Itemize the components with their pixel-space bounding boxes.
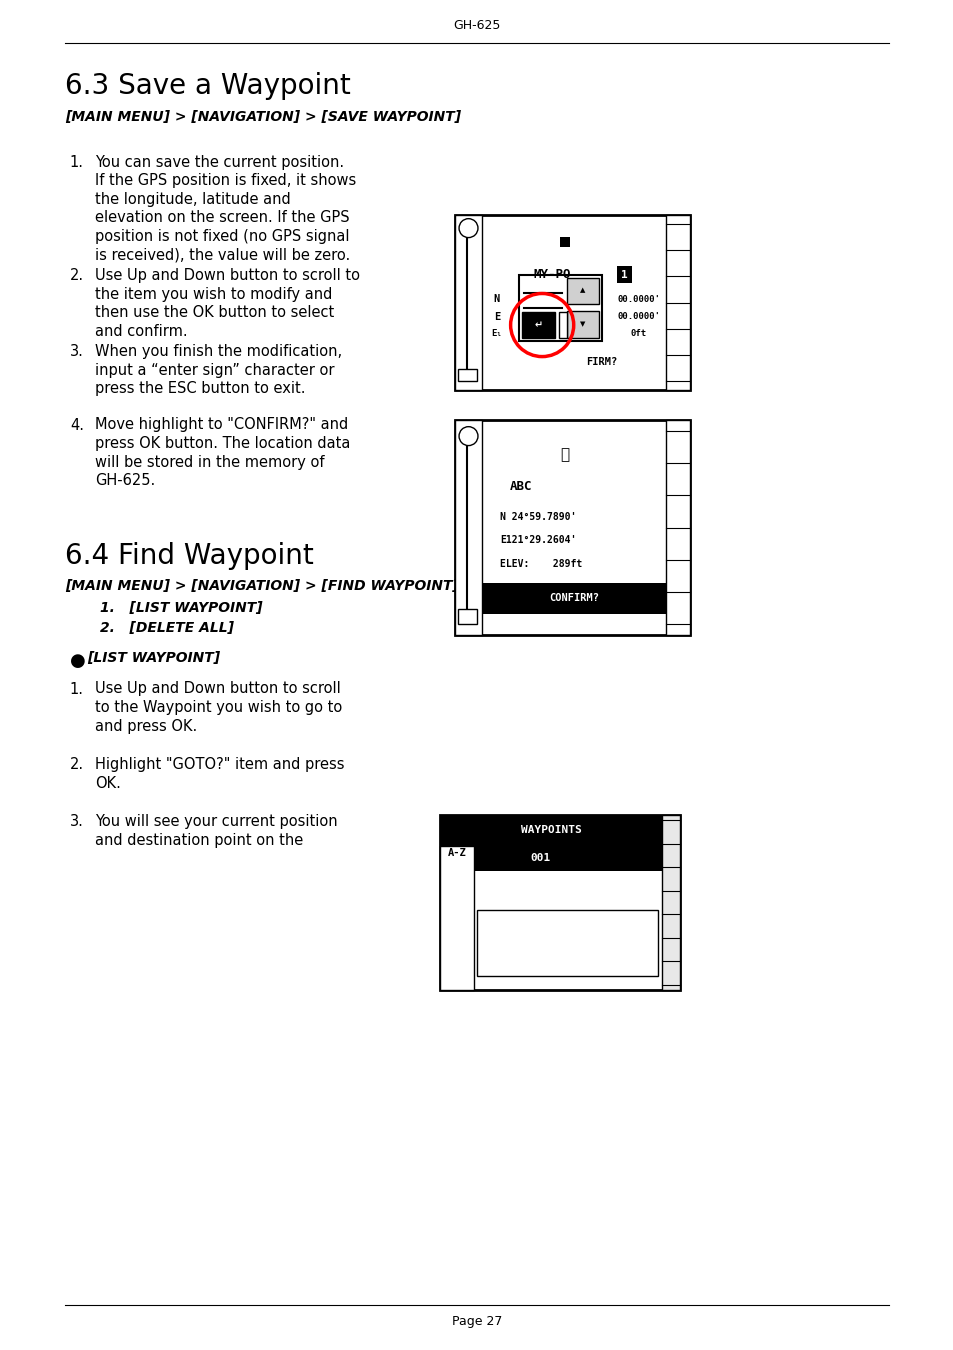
Bar xyxy=(457,369,476,381)
Bar xyxy=(476,910,658,976)
Text: 1.   [LIST WAYPOINT]: 1. [LIST WAYPOINT] xyxy=(100,602,262,616)
Text: 3.: 3. xyxy=(70,344,84,359)
Bar xyxy=(439,845,473,990)
Text: and confirm.: and confirm. xyxy=(94,324,188,339)
Bar xyxy=(558,312,566,338)
Text: to the Waypoint you wish to go to: to the Waypoint you wish to go to xyxy=(94,701,342,716)
Text: GH-625: GH-625 xyxy=(453,19,500,32)
Bar xyxy=(666,420,689,634)
Text: ▲: ▲ xyxy=(579,288,585,293)
Text: You will see your current position: You will see your current position xyxy=(94,814,337,829)
Text: 2.: 2. xyxy=(70,757,84,772)
Text: When you finish the modification,: When you finish the modification, xyxy=(94,344,341,359)
Bar xyxy=(666,215,689,390)
Bar xyxy=(473,845,661,871)
Text: CONFIRM?: CONFIRM? xyxy=(549,594,598,603)
Text: then use the OK button to select: then use the OK button to select xyxy=(94,305,334,320)
Text: 2.: 2. xyxy=(70,269,84,284)
Text: and press OK.: and press OK. xyxy=(94,718,197,733)
Text: E121°29.2604': E121°29.2604' xyxy=(500,536,577,545)
Text: 0ft: 0ft xyxy=(630,329,646,339)
Text: 2.   [DELETE ALL]: 2. [DELETE ALL] xyxy=(100,621,233,636)
Text: Highlight "GOTO?" item and press: Highlight "GOTO?" item and press xyxy=(94,757,344,772)
Text: press OK button. The location data: press OK button. The location data xyxy=(94,436,350,451)
Bar xyxy=(439,815,661,845)
Text: input a “enter sign” character or: input a “enter sign” character or xyxy=(94,363,334,378)
Text: will be stored in the memory of: will be stored in the memory of xyxy=(94,455,324,470)
Text: ●: ● xyxy=(70,652,86,670)
Text: [LIST WAYPOINT]: [LIST WAYPOINT] xyxy=(87,652,220,666)
Circle shape xyxy=(458,427,477,446)
Bar xyxy=(566,278,598,305)
Text: 1.: 1. xyxy=(70,682,84,697)
Text: is received), the value will be zero.: is received), the value will be zero. xyxy=(94,247,350,262)
Bar xyxy=(455,420,689,634)
Text: and destination point on the: and destination point on the xyxy=(94,833,303,848)
Text: ▼: ▼ xyxy=(579,321,585,327)
Text: [MAIN MENU] > [NAVIGATION] > [FIND WAYPOINT]: [MAIN MENU] > [NAVIGATION] > [FIND WAYPO… xyxy=(65,579,458,594)
Bar xyxy=(661,815,679,990)
Text: ⛳: ⛳ xyxy=(560,447,569,462)
Text: MY-PO: MY-PO xyxy=(533,269,571,281)
Circle shape xyxy=(458,219,477,238)
Text: If the GPS position is fixed, it shows: If the GPS position is fixed, it shows xyxy=(94,174,355,189)
Text: ↵: ↵ xyxy=(535,320,542,329)
Text: N 24°59.7890': N 24°59.7890' xyxy=(500,512,577,521)
Text: You can save the current position.: You can save the current position. xyxy=(94,155,344,170)
Bar xyxy=(616,266,631,283)
Text: 4.: 4. xyxy=(70,417,84,432)
Text: 1: 1 xyxy=(620,270,627,279)
Text: 1.: 1. xyxy=(70,155,84,170)
Bar xyxy=(481,583,666,613)
Bar xyxy=(455,215,481,390)
Bar xyxy=(455,420,481,634)
Text: FIRM?: FIRM? xyxy=(586,356,617,367)
Text: WAYPOINTS: WAYPOINTS xyxy=(520,825,580,836)
Bar xyxy=(566,310,598,338)
Text: 6.4 Find Waypoint: 6.4 Find Waypoint xyxy=(65,541,314,570)
Bar xyxy=(518,274,601,342)
Bar xyxy=(558,238,570,247)
Bar xyxy=(455,215,689,390)
Text: the longitude, latitude and: the longitude, latitude and xyxy=(94,192,291,207)
Text: 001: 001 xyxy=(530,853,550,863)
Bar xyxy=(457,609,476,624)
Bar xyxy=(439,815,679,990)
Text: E: E xyxy=(493,312,499,321)
Text: position is not fixed (no GPS signal: position is not fixed (no GPS signal xyxy=(94,230,349,244)
Text: Move highlight to "CONFIRM?" and: Move highlight to "CONFIRM?" and xyxy=(94,417,348,432)
Bar xyxy=(521,312,555,338)
Text: 00.0000': 00.0000' xyxy=(617,294,659,304)
Text: ELEV:    289ft: ELEV: 289ft xyxy=(500,559,582,570)
Text: Use Up and Down button to scroll: Use Up and Down button to scroll xyxy=(94,682,340,697)
Text: 6.3 Save a Waypoint: 6.3 Save a Waypoint xyxy=(65,72,351,100)
Text: press the ESC button to exit.: press the ESC button to exit. xyxy=(94,381,305,396)
Text: Page 27: Page 27 xyxy=(452,1315,501,1328)
Text: 3.: 3. xyxy=(70,814,84,829)
Text: Use Up and Down button to scroll to: Use Up and Down button to scroll to xyxy=(94,269,359,284)
Text: elevation on the screen. If the GPS: elevation on the screen. If the GPS xyxy=(94,211,349,225)
Text: A-Z: A-Z xyxy=(447,849,466,859)
Text: 00.0000': 00.0000' xyxy=(617,312,659,321)
Text: ABC: ABC xyxy=(509,481,532,493)
Text: [MAIN MENU] > [NAVIGATION] > [SAVE WAYPOINT]: [MAIN MENU] > [NAVIGATION] > [SAVE WAYPO… xyxy=(65,109,460,124)
Text: GH-625.: GH-625. xyxy=(94,472,155,487)
Text: OK.: OK. xyxy=(94,775,121,791)
Text: Eₗ: Eₗ xyxy=(491,329,501,339)
Text: N: N xyxy=(493,294,499,304)
Text: the item you wish to modify and: the item you wish to modify and xyxy=(94,286,332,301)
